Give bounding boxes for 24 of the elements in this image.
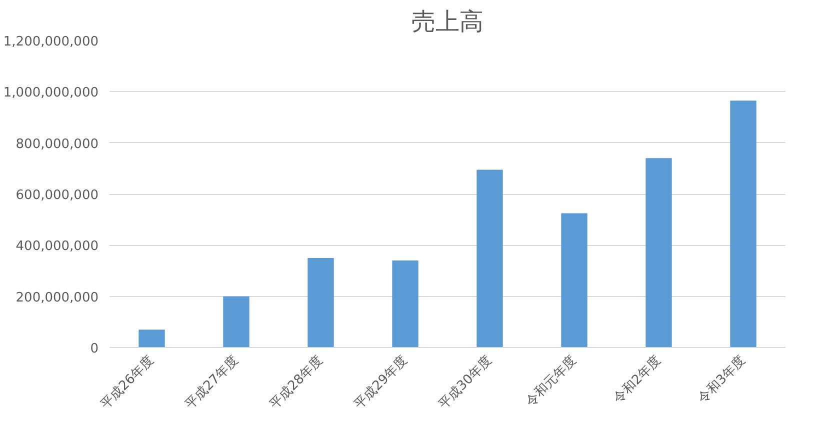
bar	[392, 260, 418, 348]
y-tick-label: 600,000,000	[16, 188, 99, 203]
bar	[138, 330, 165, 348]
x-tick-label: 平成27年度	[182, 352, 242, 412]
bar	[223, 296, 250, 348]
y-tick-label: 200,000,000	[16, 290, 99, 306]
x-tick-label: 令和2年度	[610, 352, 664, 406]
bar	[646, 158, 672, 348]
chart-title: 売上高	[412, 8, 484, 36]
bar	[561, 213, 588, 348]
y-tick-label: 800,000,000	[16, 136, 99, 152]
bar	[308, 258, 334, 348]
bar	[730, 100, 756, 348]
y-tick-label: 0	[90, 342, 99, 356]
bar	[476, 170, 503, 348]
y-tick-label: 1,000,000,000	[3, 86, 98, 101]
y-tick-label: 400,000,000	[16, 239, 99, 254]
y-tick-label: 1,200,000,000	[3, 34, 98, 50]
x-tick-label: 平成29年度	[350, 352, 411, 412]
x-tick-label: 令和元年度	[522, 352, 580, 410]
x-tick-label: 平成28年度	[266, 352, 326, 412]
x-tick-label: 令和3年度	[694, 352, 749, 406]
x-tick-label: 平成30年度	[435, 352, 496, 412]
x-tick-label: 平成26年度	[97, 352, 158, 412]
